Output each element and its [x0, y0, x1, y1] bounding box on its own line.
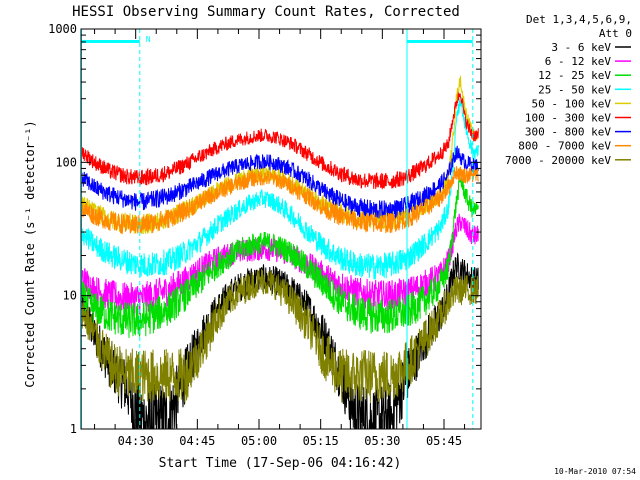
x-tick-label: 05:00 — [241, 434, 277, 448]
legend-label: 50 - 100 keV — [532, 97, 612, 110]
y-axis-label: Corrected Count Rate (s⁻¹ detector⁻¹) — [23, 120, 37, 387]
night-bars: N — [81, 35, 473, 44]
legend-label: 7000 - 20000 keV — [505, 154, 611, 167]
x-axis-label: Start Time (17-Sep-06 04:16:42) — [159, 456, 402, 471]
series-line-7000-20000-kev — [81, 268, 479, 404]
x-tick-label: 05:30 — [364, 434, 400, 448]
chart-title: HESSI Observing Summary Count Rates, Cor… — [72, 4, 460, 20]
plot-frame — [80, 28, 482, 430]
night-bar-label: N — [146, 35, 151, 44]
night-bar-2 — [407, 40, 473, 43]
night-bar-1 — [81, 40, 140, 43]
legend-label: 3 - 6 keV — [551, 41, 611, 54]
series-line-25-50-kev — [81, 97, 479, 280]
y-tick-label: 1 — [70, 422, 77, 436]
series-line-12-25-kev — [81, 177, 479, 338]
legend-label: 100 - 300 keV — [525, 112, 611, 125]
x-tick-label: 05:45 — [426, 434, 462, 448]
x-tick-label: 04:45 — [179, 434, 215, 448]
y-tick-label: 10 — [63, 289, 77, 303]
legend-label: 25 - 50 keV — [538, 83, 611, 96]
y-tick-label: 100 — [55, 155, 77, 169]
series-line-800-7000-kev — [81, 166, 479, 235]
legend-label: 12 - 25 keV — [538, 69, 611, 82]
series-lines — [81, 75, 479, 429]
x-tick-label: 04:30 — [118, 434, 154, 448]
x-axis-ticks: 04:30 04:45 05:00 05:15 05:30 05:45 — [94, 29, 466, 448]
y-axis-ticks: 1 10 100 1000 — [48, 22, 481, 436]
legend-header-line-1: Det 1,3,4,5,6,9, — [526, 13, 632, 26]
series-line-100-300-kev — [81, 92, 479, 190]
y-tick-label: 1000 — [48, 22, 77, 36]
legend-label: 300 - 800 keV — [525, 126, 611, 139]
series-line-300-800-kev — [81, 145, 479, 219]
legend-label: 6 - 12 keV — [545, 55, 612, 68]
plot-area: N — [80, 28, 482, 430]
legend-header-line-2: Att 0 — [599, 27, 632, 40]
legend-label: 800 - 7000 keV — [518, 140, 611, 153]
x-tick-label: 05:15 — [303, 434, 339, 448]
footer-timestamp: 10-Mar-2010 07:54 — [554, 467, 636, 476]
